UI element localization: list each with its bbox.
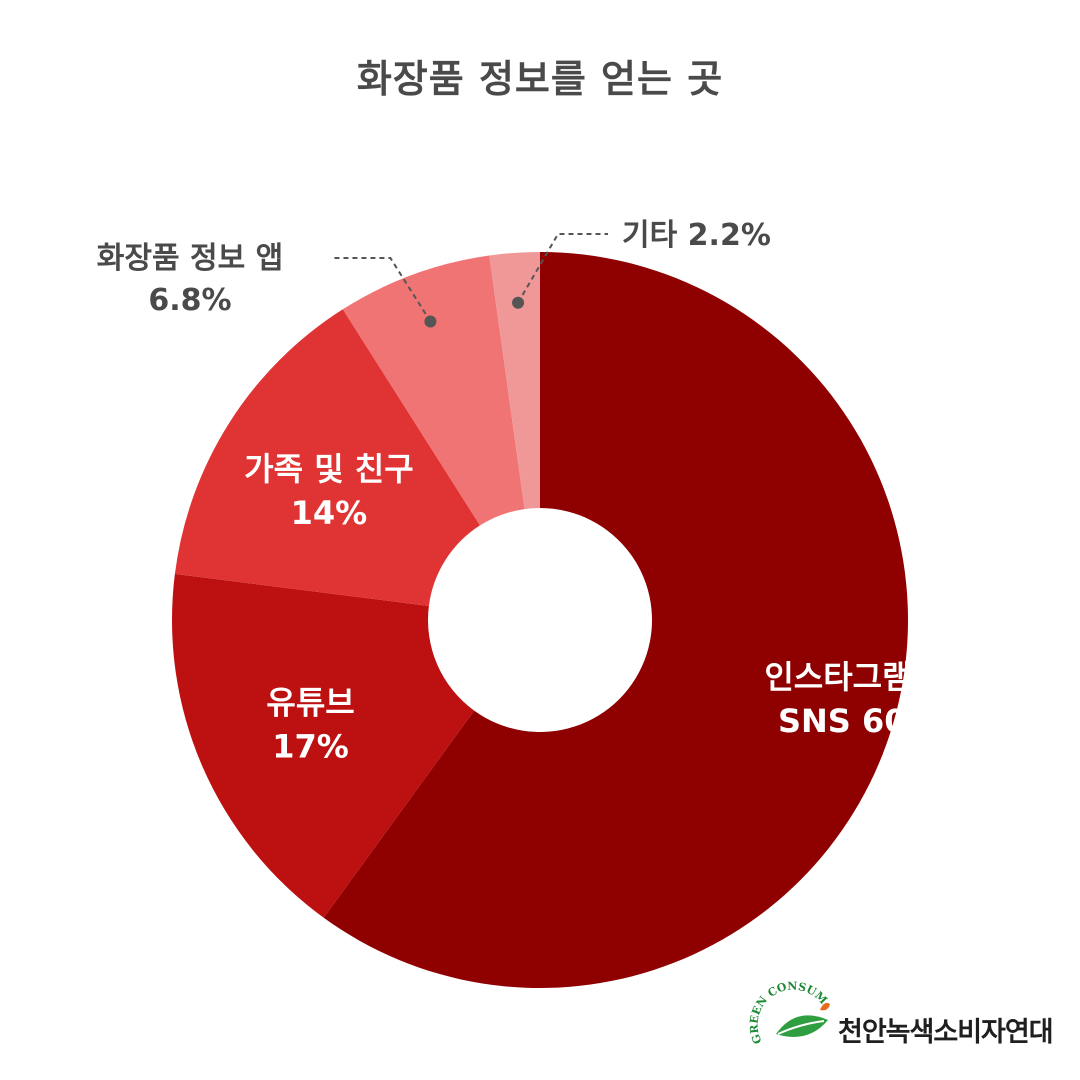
sprout-icon [820, 1002, 830, 1011]
outside-label-3: 화장품 정보 앱 [97, 241, 284, 276]
organization-logo: GREEN CONSUMERS 천안녹색소비자연대 [743, 970, 1068, 1070]
leader-lines [330, 233, 609, 328]
slices-layer [171, 252, 908, 988]
leader-line-4 [517, 233, 609, 304]
slice-2 [174, 309, 480, 606]
slice-0 [323, 252, 908, 988]
leader-line-3 [330, 257, 432, 323]
slice-label-2: 가족 및 친구 [244, 450, 413, 488]
slice-value-label-0: SNS 60% [778, 702, 939, 740]
green-consumers-emblem-icon: GREEN CONSUMERS [743, 970, 830, 1046]
organization-name: 천안녹색소비자연대 [838, 1017, 1054, 1048]
chart-title: 화장품 정보를 얻는 곳 [356, 57, 724, 101]
slice-value-label-2: 14% [291, 494, 368, 532]
slice-1 [171, 573, 475, 918]
outside-value-label-3: 6.8% [148, 283, 231, 318]
slice-label-1: 유튜브 [266, 683, 354, 721]
slice-labels: 인스타그램 등 SNS 60% 유튜브 17% 가족 및 친구 14% 화장품 정보 앱 6.… [97, 218, 952, 765]
slice-3 [342, 255, 525, 526]
slice-label-0: 인스타그램 등 [764, 658, 952, 696]
slice-4 [489, 252, 540, 510]
outside-label-4: 기타 2.2% [622, 218, 771, 253]
slice-value-label-1: 17% [272, 727, 349, 765]
